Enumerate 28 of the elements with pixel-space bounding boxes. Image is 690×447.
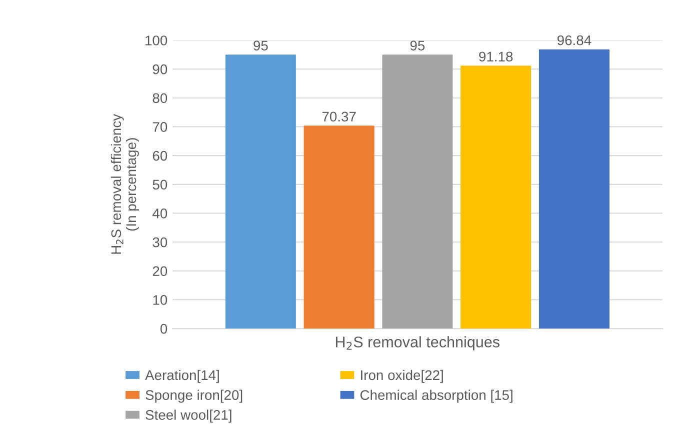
legend-label: Sponge iron[20] xyxy=(146,390,242,403)
legend-label: Aeration[14] xyxy=(145,370,219,383)
legend-label: Chemical absorption [15] xyxy=(360,390,512,403)
y-tick-label: 100 xyxy=(146,36,168,46)
y-tick-label: 40 xyxy=(152,208,168,218)
y-tick-label: 80 xyxy=(152,93,168,104)
y-tick-label: 90 xyxy=(152,64,168,74)
legend-label: Iron oxide[22] xyxy=(361,370,443,383)
bar xyxy=(460,66,532,329)
y-tick-label: 70 xyxy=(152,122,168,132)
bar xyxy=(304,126,374,329)
x-axis-title: H$_{2}$S removal techniques xyxy=(336,336,500,350)
legend-label: Steel wool[21] xyxy=(146,410,232,423)
bar xyxy=(538,49,610,329)
y-tick-label: 50 xyxy=(152,180,168,190)
data-label: 95 xyxy=(410,40,425,51)
data-label: 70.37 xyxy=(322,112,356,122)
data-label: 95 xyxy=(254,40,268,51)
y-tick-label: 60 xyxy=(152,150,168,161)
data-label: 96.84 xyxy=(557,35,592,46)
y-tick-label: 0 xyxy=(160,324,168,334)
data-label: 91.18 xyxy=(479,52,513,62)
bar xyxy=(382,54,453,329)
y-tick-label: 30 xyxy=(152,237,168,248)
bar xyxy=(225,54,296,329)
y-axis-title: H$_{2}$S removal efficiency (In percentage) xyxy=(110,114,139,254)
y-tick-label: 10 xyxy=(153,295,168,305)
y-tick-label: 20 xyxy=(152,266,168,276)
